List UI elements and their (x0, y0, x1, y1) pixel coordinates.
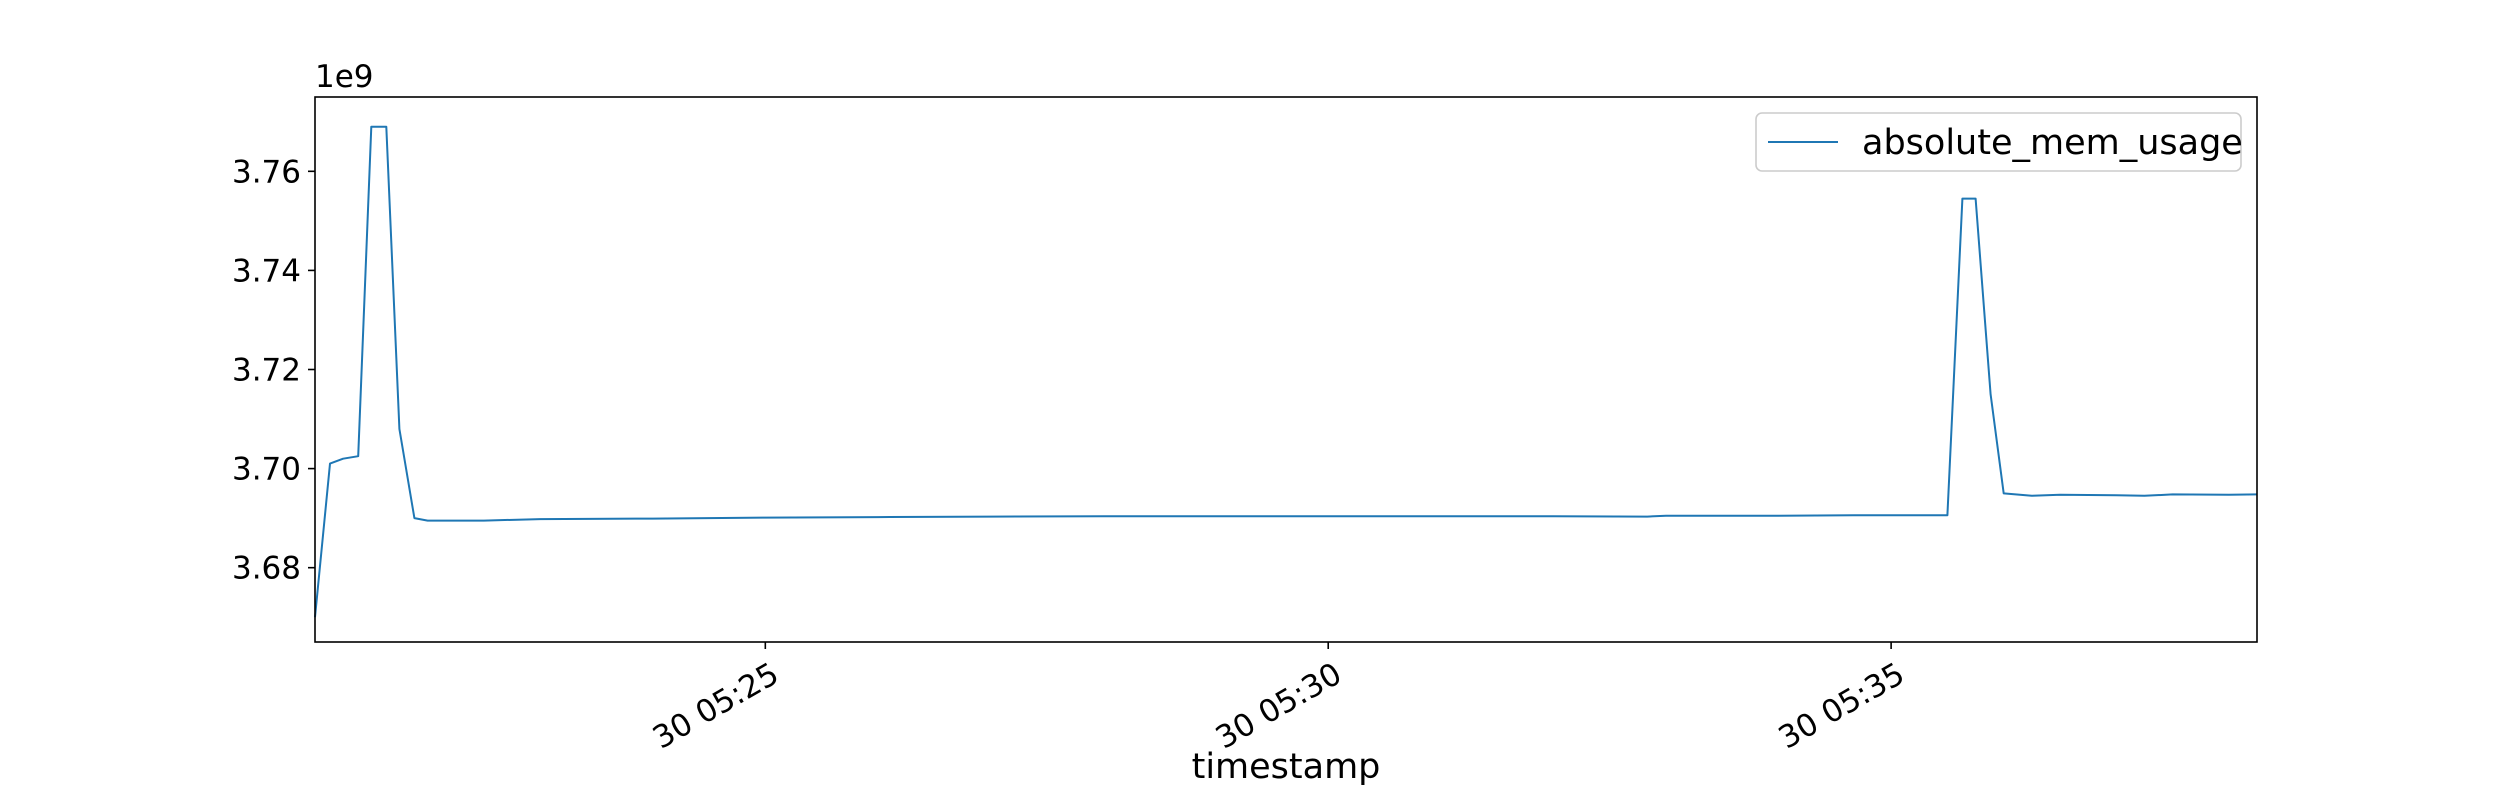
y-tick-label: 3.74 (232, 253, 301, 289)
x-tick-label: 30 05:25 (647, 656, 785, 756)
series-layer (314, 125, 2258, 618)
plot-area-frame (314, 96, 2258, 643)
x-axis-ticks: 30 05:25 30 05:30 30 05:35 (647, 642, 1911, 756)
y-axis-exponent: 1e9 (315, 59, 374, 95)
x-tick-label: 30 05:30 (1210, 656, 1348, 756)
series-line (314, 125, 2258, 618)
legend-box (1755, 112, 2242, 172)
y-axis-ticks: 3.68 3.70 3.72 3.74 3.76 (232, 154, 315, 587)
y-tick-label: 3.76 (232, 154, 301, 190)
y-tick-label: 3.70 (232, 452, 301, 488)
y-tick-label: 3.68 (232, 551, 301, 587)
legend-entry-label: absolute_mem_usage (1862, 123, 2243, 163)
y-tick-label: 3.72 (232, 353, 301, 389)
legend: absolute_mem_usage (1755, 112, 2243, 172)
x-tick-label: 30 05:35 (1773, 656, 1911, 756)
x-axis-label: timestamp (1192, 747, 1381, 787)
